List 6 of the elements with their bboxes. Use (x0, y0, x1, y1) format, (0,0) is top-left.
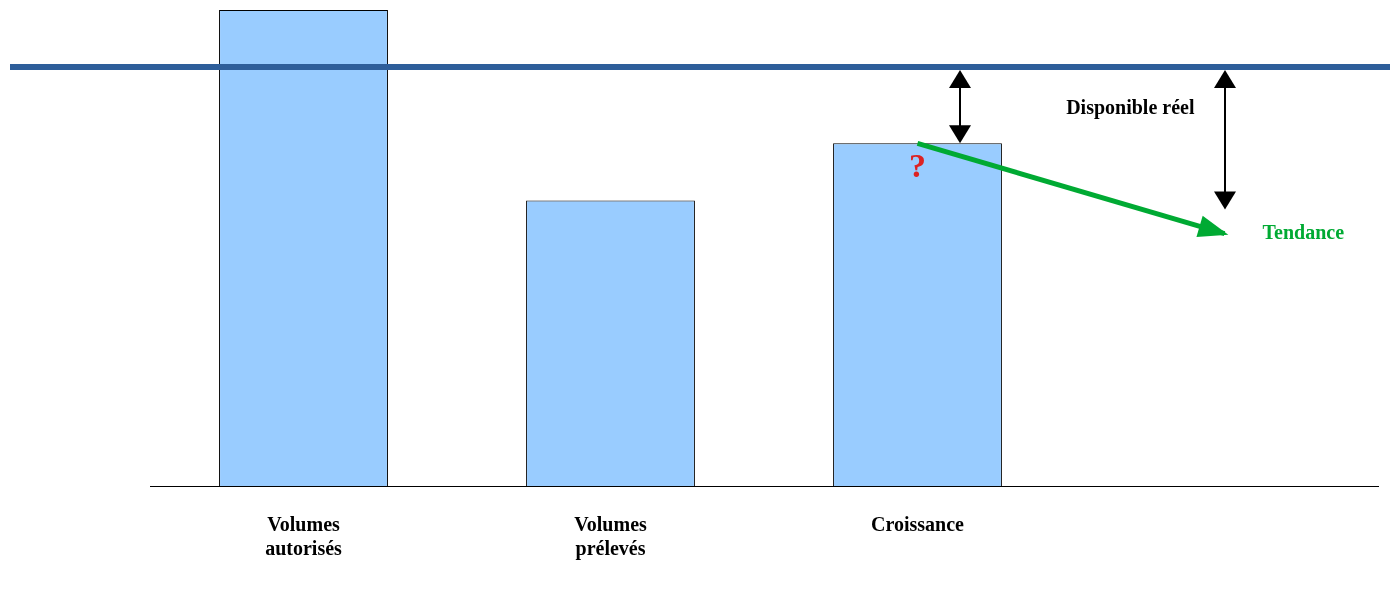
x-tick-label: Croissance (871, 513, 965, 536)
legend-label: Tendance (1262, 220, 1345, 243)
annotation: ? (909, 147, 926, 185)
x-tick-label: Volumes prélevés (574, 513, 648, 561)
annotation: Disponible réel (1066, 95, 1195, 119)
x-tick-label: Volumes autorisés (265, 513, 343, 560)
